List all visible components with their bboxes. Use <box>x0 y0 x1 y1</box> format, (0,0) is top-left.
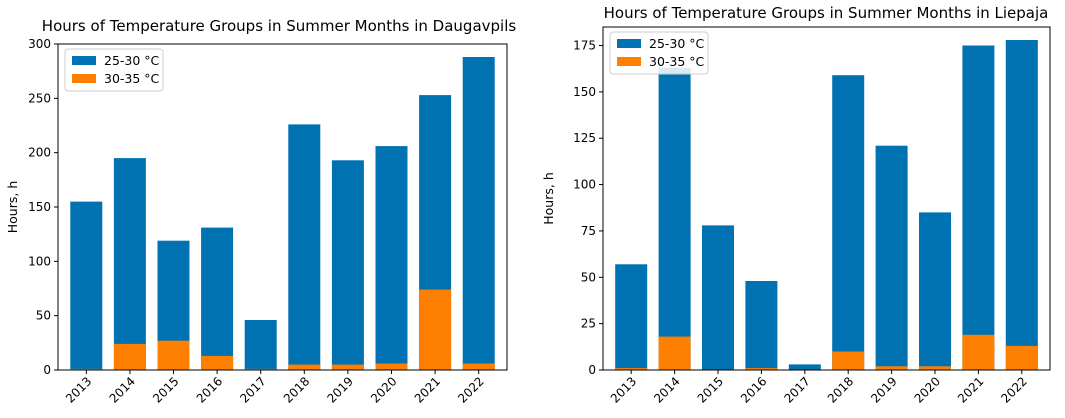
bar-series1-2019 <box>331 160 364 370</box>
x-tick-label: 2016 <box>194 374 225 405</box>
bar-series2-2021 <box>962 334 995 370</box>
y-tick-label: 100 <box>28 254 51 268</box>
bar-series2-2013 <box>615 368 648 370</box>
legend-swatch <box>617 39 641 48</box>
bar-series1-2013 <box>615 264 648 370</box>
y-tick-label: 150 <box>28 200 51 214</box>
bar-series1-2017 <box>788 364 821 370</box>
y-tick-label: 150 <box>573 85 596 99</box>
bar-series2-2022 <box>1005 345 1038 370</box>
x-tick-label: 2022 <box>998 374 1029 405</box>
y-tick-label: 0 <box>43 363 51 377</box>
y-tick-label: 175 <box>573 39 596 53</box>
x-tick-label: 2018 <box>281 374 312 405</box>
bar-series2-2016 <box>201 355 234 370</box>
x-tick-label: 2017 <box>237 374 268 405</box>
bar-series2-2017 <box>244 368 277 370</box>
bar-series1-2021 <box>962 45 995 370</box>
bar-series2-2018 <box>832 351 865 370</box>
x-tick-label: 2013 <box>63 374 94 405</box>
bar-series1-2020 <box>919 212 951 370</box>
chart-title: Hours of Temperature Groups in Summer Mo… <box>604 4 1049 22</box>
bar-series2-2018 <box>288 364 321 370</box>
bar-series2-2016 <box>745 368 778 370</box>
bar-series1-2016 <box>745 281 778 370</box>
bar-series1-2020 <box>375 146 408 370</box>
legend-swatch <box>617 57 641 66</box>
bar-series1-2018 <box>288 124 321 371</box>
x-tick-label: 2016 <box>738 374 769 405</box>
legend-label: 30-35 °C <box>649 54 705 69</box>
legend: 25-30 °C 30-35 °C <box>64 48 164 92</box>
legend-label: 25-30 °C <box>649 36 705 51</box>
y-tick-label: 50 <box>581 270 596 284</box>
x-tick-label: 2020 <box>912 374 943 405</box>
x-tick-label: 2019 <box>868 374 899 405</box>
x-tick-label: 2022 <box>455 374 486 405</box>
x-tick-label: 2021 <box>955 374 986 405</box>
y-axis-label: Hours, h <box>541 172 556 225</box>
y-tick-label: 200 <box>28 146 51 160</box>
bar-series1-2019 <box>875 145 908 370</box>
x-tick-label: 2013 <box>608 374 639 405</box>
y-tick-label: 300 <box>28 37 51 51</box>
bar-series2-2013 <box>70 368 103 370</box>
bar-series2-2015 <box>157 340 190 370</box>
x-tick-label: 2018 <box>825 374 856 405</box>
x-tick-label: 2017 <box>781 374 812 405</box>
x-tick-label: 2021 <box>412 374 443 405</box>
bar-series2-2020 <box>919 366 951 370</box>
bar-series1-2022 <box>462 57 495 370</box>
bar-series1-2014 <box>113 158 146 370</box>
y-tick-label: 250 <box>28 91 51 105</box>
legend-swatch <box>72 74 96 83</box>
bar-series2-2020 <box>375 363 408 370</box>
bar-series1-2016 <box>201 227 234 370</box>
x-tick-label: 2014 <box>651 374 682 405</box>
y-tick-label: 25 <box>581 317 596 331</box>
bar-series2-2019 <box>875 366 908 370</box>
bar-series1-2014 <box>658 67 691 371</box>
chart-1: Hours of Temperature Groups in Summer Mo… <box>5 17 516 406</box>
x-tick-label: 2020 <box>368 374 399 405</box>
legend-swatch <box>72 56 96 65</box>
x-tick-label: 2019 <box>325 374 356 405</box>
x-tick-label: 2015 <box>150 374 181 405</box>
plot-frame <box>602 26 1051 371</box>
bar-series1-2017 <box>244 320 277 370</box>
bar-series2-2022 <box>462 363 495 370</box>
y-axis-label: Hours, h <box>5 181 20 234</box>
chart-title: Hours of Temperature Groups in Summer Mo… <box>42 17 517 35</box>
bar-series1-2018 <box>832 75 865 370</box>
y-tick-label: 0 <box>588 363 596 377</box>
y-tick-label: 125 <box>573 131 596 145</box>
legend: 25-30 °C 30-35 °C <box>609 31 709 75</box>
bar-series2-2014 <box>658 336 691 370</box>
bar-series1-2013 <box>70 201 103 370</box>
bar-series1-2015 <box>702 225 734 370</box>
bar-series2-2019 <box>331 364 364 370</box>
x-tick-label: 2014 <box>107 374 138 405</box>
chart-2: Hours of Temperature Groups in Summer Mo… <box>541 4 1051 406</box>
bar-series1-2022 <box>1005 40 1038 370</box>
y-tick-label: 75 <box>581 224 596 238</box>
y-tick-label: 100 <box>573 178 596 192</box>
x-tick-label: 2015 <box>695 374 726 405</box>
bar-series2-2014 <box>113 343 146 370</box>
legend-label: 30-35 °C <box>104 71 160 86</box>
legend-label: 25-30 °C <box>104 53 160 68</box>
y-tick-label: 50 <box>36 309 51 323</box>
bar-series2-2021 <box>419 289 452 370</box>
